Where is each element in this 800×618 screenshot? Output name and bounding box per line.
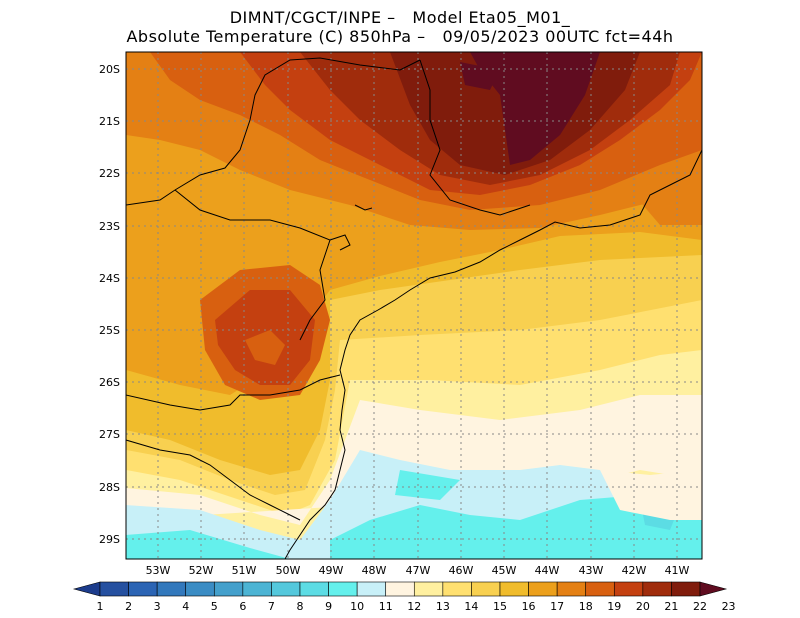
colorbar-label: 11 xyxy=(379,600,393,613)
lon-label: 46W xyxy=(449,564,474,577)
lat-label: 26S xyxy=(99,376,120,389)
colorbar-label: 6 xyxy=(239,600,246,613)
longitude-labels: 53W 52W 51W 50W 49W 48W 47W 46W 45W 44W … xyxy=(146,564,690,577)
colorbar-label: 21 xyxy=(664,600,678,613)
colorbar-swatch xyxy=(128,581,158,597)
band-22 xyxy=(470,52,600,165)
band-9a xyxy=(126,530,290,559)
colorbar-swatch xyxy=(328,581,358,597)
colorbar-label: 23 xyxy=(722,600,736,613)
colorbar-swatch xyxy=(271,581,301,597)
lat-label: 20S xyxy=(99,63,120,76)
colorbar-arrow-left xyxy=(72,581,101,597)
lat-label: 25S xyxy=(99,324,120,337)
colorbar-label: 7 xyxy=(268,600,275,613)
colorbar-swatch xyxy=(156,581,187,597)
lon-label: 49W xyxy=(319,564,344,577)
lon-label: 44W xyxy=(535,564,560,577)
lon-label: 42W xyxy=(622,564,647,577)
colorbar-swatch xyxy=(299,581,329,597)
coastlines-and-borders xyxy=(126,57,702,559)
lon-label: 53W xyxy=(146,564,171,577)
map-frame xyxy=(125,51,703,560)
band-9b xyxy=(330,495,702,559)
colorbar: 1 2 3 4 5 6 7 8 9 10 11 12 13 14 15 16 17 18 19 20 21 22 23 xyxy=(72,581,736,613)
colorbar-label: 2 xyxy=(125,600,132,613)
colorbar-swatch xyxy=(99,581,129,597)
ne-strip xyxy=(630,170,702,225)
lat-label: 24S xyxy=(99,272,120,285)
colorbar-label: 14 xyxy=(464,600,478,613)
colorbar-label: 4 xyxy=(182,600,189,613)
colorbar-label: 1 xyxy=(97,600,104,613)
map-title-line-1: DIMNT/CGCT/INPE – Model Eta05_M01_ xyxy=(229,8,571,27)
lon-label: 41W xyxy=(665,564,690,577)
band-9c xyxy=(395,470,460,500)
colorbar-swatch xyxy=(613,581,644,597)
colorbar-swatch xyxy=(213,581,244,597)
colorbar-label: 20 xyxy=(636,600,650,613)
colorbar-swatch xyxy=(413,581,444,597)
lat-label: 28S xyxy=(99,481,120,494)
lat-label: 29S xyxy=(99,533,120,546)
colorbar-swatch xyxy=(185,581,215,597)
colorbar-swatch xyxy=(642,581,672,597)
lon-label: 47W xyxy=(406,564,431,577)
colorbar-swatch xyxy=(356,581,387,597)
lon-label: 51W xyxy=(232,564,257,577)
colorbar-swatch xyxy=(471,581,501,597)
latitude-labels: 20S 21S 22S 23S 24S 25S 26S 27S 28S 29S xyxy=(99,63,120,546)
colorbar-swatch xyxy=(385,581,415,597)
colorbar-arrow-right xyxy=(699,581,728,597)
colorbar-label: 22 xyxy=(693,600,707,613)
temperature-field xyxy=(126,52,702,559)
lon-label: 43W xyxy=(579,564,604,577)
colorbar-swatch xyxy=(242,581,272,597)
colorbar-label: 12 xyxy=(407,600,421,613)
colorbar-swatch xyxy=(528,581,558,597)
colorbar-label: 3 xyxy=(154,600,161,613)
lat-label: 21S xyxy=(99,115,120,128)
lon-label: 50W xyxy=(276,564,301,577)
colorbar-label: 16 xyxy=(522,600,536,613)
colorbar-label: 5 xyxy=(211,600,218,613)
lat-label: 22S xyxy=(99,167,120,180)
colorbar-label: 15 xyxy=(493,600,507,613)
colorbar-label: 17 xyxy=(550,600,564,613)
colorbar-swatch xyxy=(585,581,615,597)
map-title-line-2: Absolute Temperature (C) 850hPa – 09/05/… xyxy=(126,27,674,46)
colorbar-swatch xyxy=(442,581,472,597)
lon-label: 48W xyxy=(362,564,387,577)
colorbar-swatch xyxy=(556,581,587,597)
lon-label: 52W xyxy=(189,564,214,577)
colorbar-label: 18 xyxy=(579,600,593,613)
se-patch xyxy=(600,470,702,520)
lat-label: 27S xyxy=(99,428,120,441)
colorbar-swatch xyxy=(671,581,701,597)
colorbar-label: 13 xyxy=(436,600,450,613)
colorbar-label: 19 xyxy=(607,600,621,613)
lon-label: 45W xyxy=(492,564,517,577)
colorbar-swatch xyxy=(499,581,529,597)
colorbar-label: 8 xyxy=(297,600,304,613)
lat-label: 23S xyxy=(99,220,120,233)
blob-core xyxy=(245,330,285,365)
colorbar-label: 10 xyxy=(350,600,364,613)
colorbar-label: 9 xyxy=(325,600,332,613)
